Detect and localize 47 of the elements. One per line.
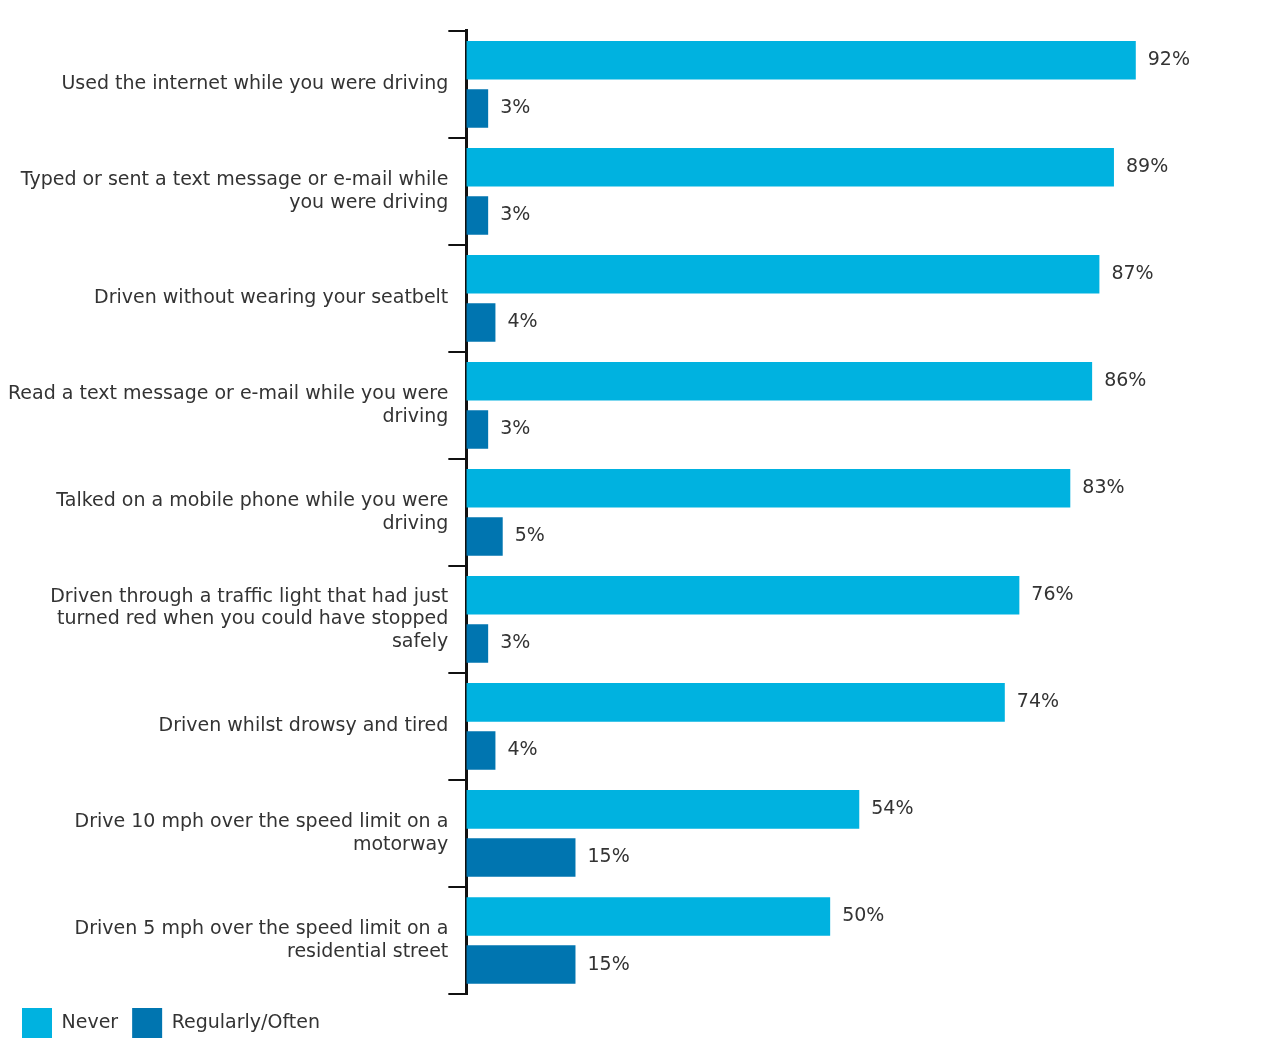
data-label: 3%: [500, 202, 531, 225]
bar: [466, 255, 1100, 294]
data-label: 3%: [500, 416, 531, 439]
bar: [466, 196, 489, 235]
bar: [466, 469, 1071, 508]
bar: [466, 40, 1136, 80]
bar: [466, 624, 489, 663]
data-label: 74%: [1016, 689, 1060, 712]
bar: [466, 945, 576, 984]
bar: [466, 731, 496, 770]
data-label: 3%: [500, 630, 531, 653]
data-label: 83%: [1082, 475, 1125, 498]
y-tick-label: Driven 5 mph over the speed limit on a residential street: [74, 916, 449, 961]
bar: [466, 410, 489, 449]
legend-label: Never: [61, 1009, 119, 1032]
bar: [466, 683, 1005, 722]
data-label: 86%: [1104, 368, 1147, 391]
bar: [466, 89, 489, 128]
bar: [466, 303, 496, 342]
bar: [466, 362, 1093, 401]
data-label: 50%: [842, 903, 885, 926]
data-label: 5%: [514, 523, 545, 546]
data-label: 15%: [587, 844, 630, 867]
data-label: 4%: [507, 737, 538, 760]
legend-label: Regularly/Often: [171, 1009, 320, 1032]
data-label: 76%: [1031, 582, 1074, 605]
y-tick-label: Driven without wearing your seatbelt: [94, 285, 449, 308]
bar: [466, 576, 1020, 615]
data-label: 89%: [1125, 154, 1169, 177]
bar: [466, 897, 831, 936]
y-tick-label: Read a text message or e-mail while you were driving: [7, 380, 449, 426]
y-tick-label: Driven through a traffic light that had just turned red when you could have stopped safely: [50, 583, 449, 652]
bar: [466, 517, 503, 556]
data-label: 3%: [500, 95, 531, 118]
y-tick-label: Used the internet while you were driving: [61, 71, 449, 94]
data-label: 92%: [1147, 47, 1191, 70]
y-tick-label: Typed or sent a text message or e-mail while you were driving: [19, 166, 449, 212]
data-label: 54%: [871, 796, 914, 819]
data-label: 4%: [507, 309, 538, 332]
data-label: 15%: [587, 951, 630, 974]
data-label: 87%: [1111, 261, 1154, 284]
y-tick-label: Talked on a mobile phone while you were driving: [55, 487, 449, 533]
y-tick-label: Driven whilst drowsy and tired: [158, 713, 449, 736]
y-tick-label: Drive 10 mph over the speed limit on a motorway: [74, 809, 449, 854]
bar: [466, 147, 1114, 187]
bar: [466, 790, 860, 829]
bar: [466, 838, 576, 877]
